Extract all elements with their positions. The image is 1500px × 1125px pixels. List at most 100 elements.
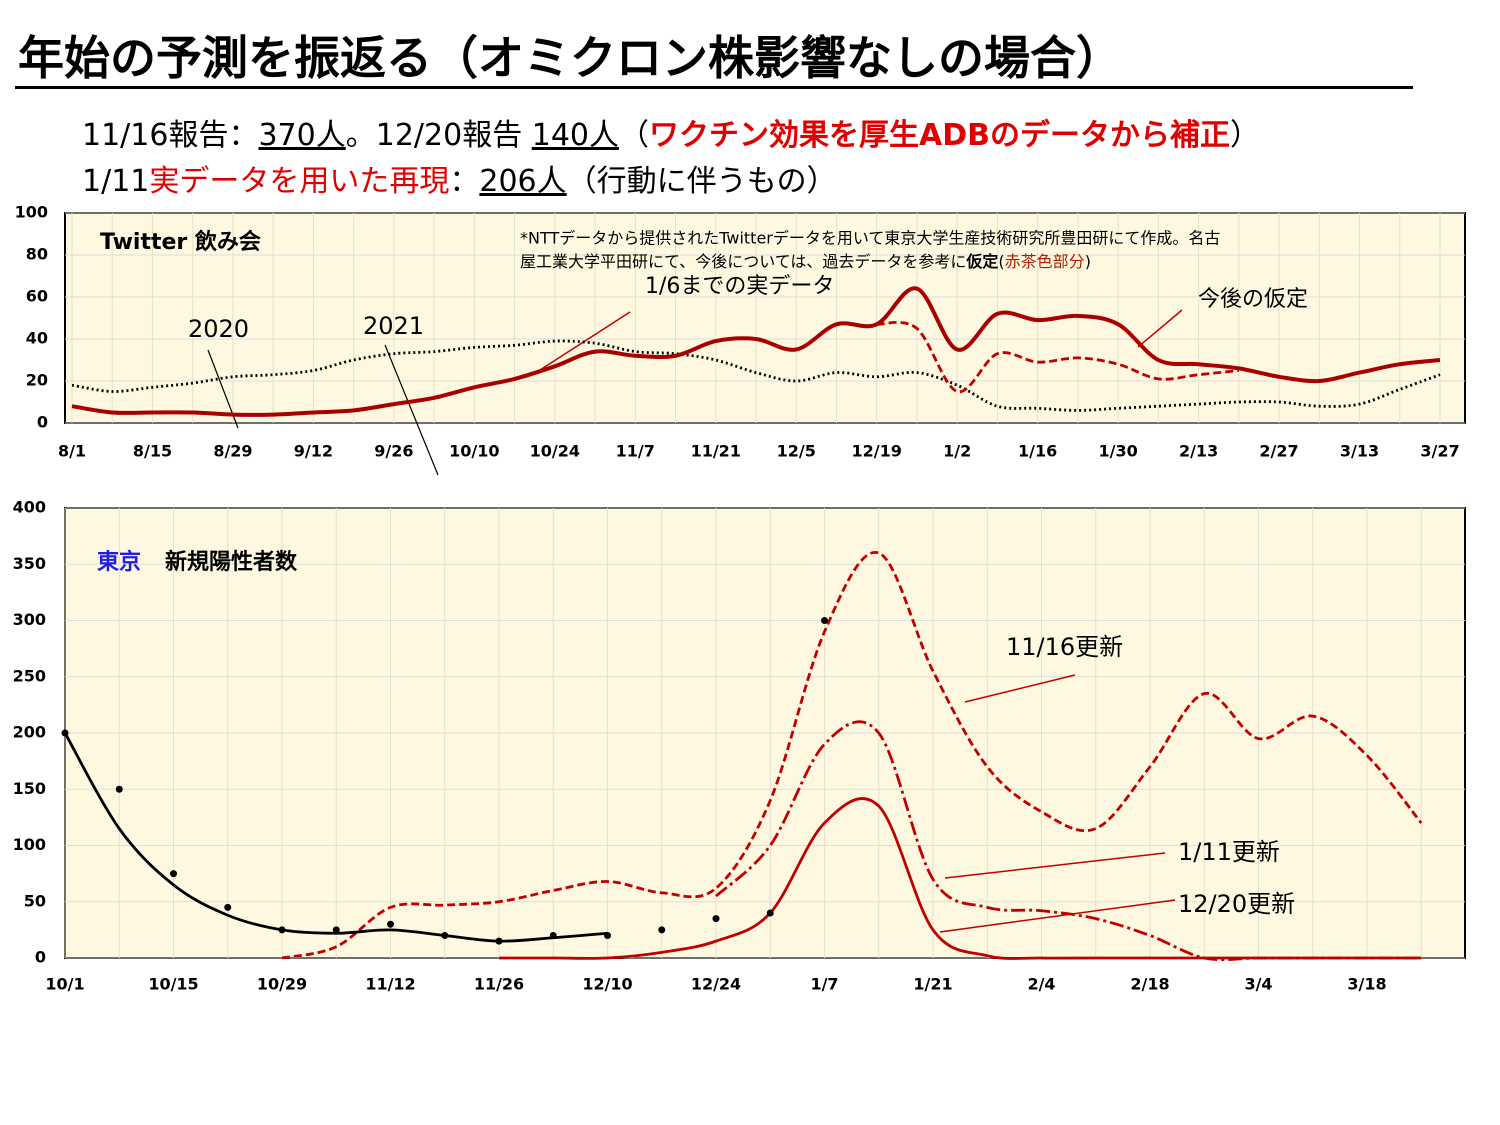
- x-tick-label: 11/21: [691, 442, 741, 461]
- text: 実データを用いた再現: [149, 164, 450, 199]
- note-part: 赤茶色部分: [1005, 252, 1085, 271]
- text: 1/11: [82, 164, 150, 199]
- x-tick-label: 10/15: [148, 975, 198, 994]
- note-part: (: [998, 252, 1004, 271]
- series-line: [71, 339, 1441, 412]
- plot-area: [64, 212, 1466, 424]
- annotation: 今後の仮定: [1198, 287, 1308, 312]
- y-tick-label: 300: [13, 610, 46, 629]
- data-point: [115, 785, 123, 793]
- y-tick-label: 250: [13, 666, 46, 685]
- x-tick-label: 8/15: [133, 442, 172, 461]
- leader-line: [384, 344, 439, 476]
- y-tick-label: 80: [26, 245, 48, 264]
- series-line: [715, 720, 1422, 962]
- x-tick-label: 12/19: [852, 442, 902, 461]
- series-line: [63, 732, 608, 943]
- y-tick-label: 150: [13, 779, 46, 798]
- text: 140人: [531, 118, 619, 153]
- chart-title: 新規陽性者数: [165, 549, 298, 575]
- data-point: [224, 903, 232, 911]
- x-tick-label: 9/26: [374, 442, 413, 461]
- note-part: ): [1085, 252, 1091, 271]
- series-label: 11/16更新: [1006, 633, 1123, 661]
- series-line: [876, 321, 1239, 393]
- text: ：: [449, 164, 480, 199]
- data-point: [658, 926, 666, 934]
- x-tick-label: 8/29: [213, 442, 252, 461]
- y-tick-label: 0: [35, 948, 46, 967]
- text: 11/16報告：: [82, 118, 259, 153]
- y-tick-label: 60: [26, 287, 48, 306]
- x-tick-label: 11/26: [474, 975, 524, 994]
- data-point: [821, 617, 828, 624]
- x-tick-label: 1/16: [1018, 442, 1057, 461]
- data-point: [332, 926, 340, 934]
- series-line: [71, 286, 1441, 417]
- summary-line: 11/16報告：370人。12/20報告 140人（ワクチン効果を厚生ADBのデ…: [82, 110, 1260, 154]
- x-tick-label: 2/27: [1259, 442, 1298, 461]
- data-point: [766, 909, 774, 917]
- x-tick-label: 8/1: [58, 442, 86, 461]
- x-tick-label: 2/18: [1130, 975, 1169, 994]
- leader-line: [939, 899, 1176, 933]
- x-tick-label: 12/5: [777, 442, 816, 461]
- text: （行動に伴うもの）: [566, 164, 837, 199]
- text: 206人: [479, 164, 567, 199]
- x-tick-label: 9/12: [294, 442, 333, 461]
- x-tick-label: 2/4: [1027, 975, 1055, 994]
- x-tick-label: 10/24: [530, 442, 580, 461]
- y-tick-label: 0: [37, 413, 48, 432]
- note: 屋工業大学平田研にて、今後については、過去データを参考に仮定(赤茶色部分): [520, 252, 1091, 271]
- y-tick-label: 50: [24, 891, 46, 910]
- y-tick-label: 20: [26, 371, 48, 390]
- x-tick-label: 3/13: [1340, 442, 1379, 461]
- x-tick-label: 12/10: [582, 975, 632, 994]
- data-point: [170, 870, 177, 878]
- data-point: [712, 915, 720, 923]
- chart-region: 東京: [97, 549, 141, 575]
- leader-line: [944, 852, 1166, 879]
- x-tick-label: 11/7: [616, 442, 655, 461]
- y-tick-label: 100: [15, 203, 48, 222]
- leader-line: [964, 674, 1076, 703]
- y-tick-label: 40: [26, 329, 48, 348]
- slide-title: 年始の予測を振返る（オミクロン株影響なしの場合）: [18, 31, 1122, 85]
- text: 370人: [258, 118, 346, 153]
- x-tick-label: 3/18: [1347, 975, 1386, 994]
- x-tick-label: 1/30: [1098, 442, 1137, 461]
- y-tick-label: 100: [13, 835, 46, 854]
- x-tick-label: 1/7: [810, 975, 838, 994]
- x-tick-label: 11/12: [365, 975, 415, 994]
- series-line: [498, 797, 1422, 960]
- data-point: [387, 920, 394, 928]
- series-label: 2021: [363, 312, 424, 340]
- leader-line: [539, 311, 631, 371]
- leader-line: [1137, 309, 1183, 348]
- x-tick-label: 2/13: [1179, 442, 1218, 461]
- x-tick-label: 10/1: [45, 975, 84, 994]
- text: 。12/20報告: [345, 118, 532, 153]
- note-part: 仮定: [965, 252, 998, 271]
- summary-line: 1/11実データを用いた再現：206人（行動に伴うもの）: [82, 156, 837, 200]
- note-part: 屋工業大学平田研にて、今後については、過去データを参考に: [520, 252, 966, 271]
- title-rule: [15, 86, 1413, 89]
- text: ）: [1230, 118, 1260, 153]
- y-tick-label: 200: [13, 723, 46, 742]
- note: *NTTデータから提供されたTwitterデータを用いて東京大学生産技術研究所豊…: [520, 229, 1220, 248]
- leaders: [539, 309, 1183, 933]
- x-tick-label: 10/29: [257, 975, 307, 994]
- y-tick-label: 400: [13, 498, 46, 517]
- annotation: 1/6までの実データ: [645, 274, 834, 299]
- text: （: [619, 118, 649, 153]
- series-line: [281, 551, 1423, 960]
- x-tick-label: 3/4: [1244, 975, 1272, 994]
- series-label: 2020: [188, 315, 249, 343]
- x-tick-label: 1/21: [913, 975, 952, 994]
- series-label: 12/20更新: [1178, 890, 1295, 918]
- x-tick-label: 1/2: [943, 442, 971, 461]
- y-tick-label: 350: [13, 554, 46, 573]
- x-tick-label: 12/24: [691, 975, 741, 994]
